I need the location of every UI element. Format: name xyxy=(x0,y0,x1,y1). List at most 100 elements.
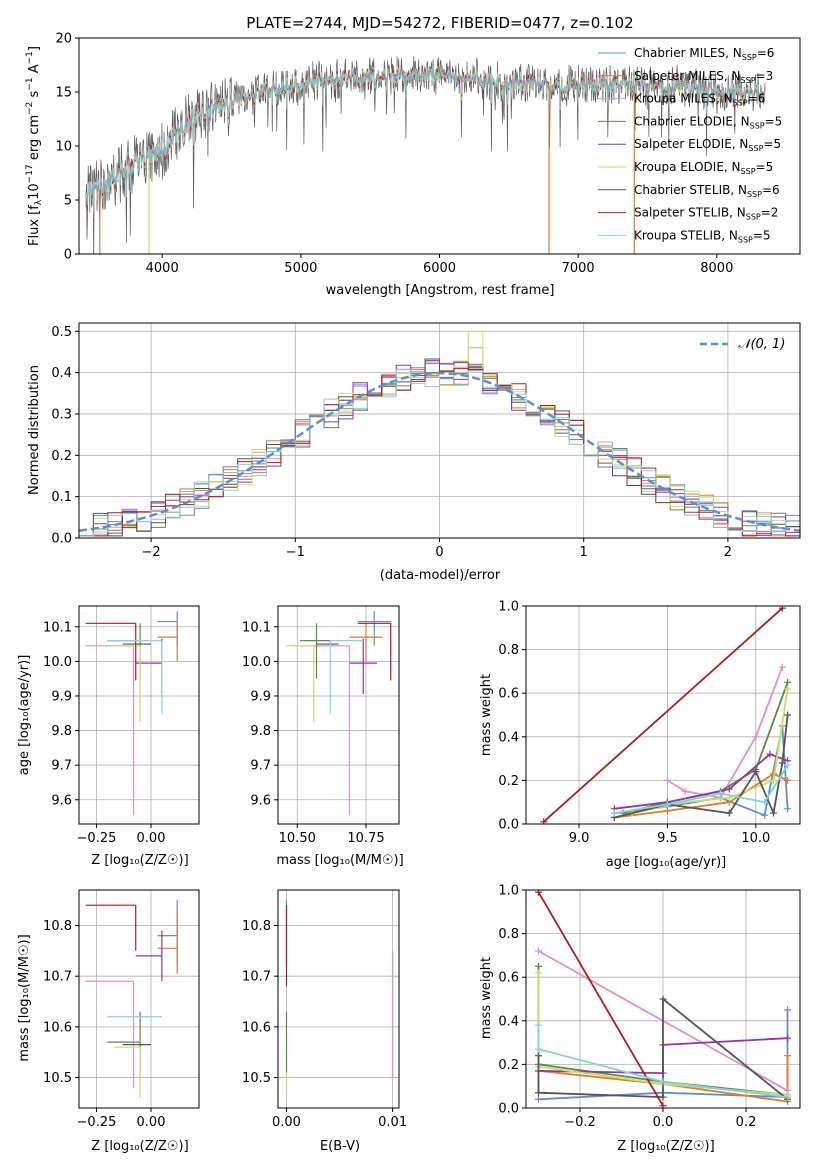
x-tick-label: −0.25 xyxy=(77,1115,117,1130)
spectrum-title: PLATE=2744, MJD=54272, FIBERID=0477, z=0… xyxy=(246,14,633,32)
weight-vs-metallicity-panel: −0.2 0.0 0.2 0.0 0.2 0.4 0.6 0.8 1.0 Z [log₁₀(Z/… xyxy=(479,884,801,1154)
weight-line xyxy=(666,666,784,799)
y-tick-label: 10 xyxy=(55,140,72,155)
histogram-kroupa-stelib xyxy=(79,369,800,537)
x-tick-label: 2 xyxy=(724,545,732,560)
histogram-legend: 𝒩(0, 1) xyxy=(700,337,785,352)
legend-entry: Kroupa ELODIE, NSSP=5 xyxy=(634,160,773,176)
y-tick-label: 0.4 xyxy=(498,730,519,745)
x-tick-label: 10.0 xyxy=(741,831,770,846)
x-tick-label: 0.00 xyxy=(137,1115,166,1130)
y-tick-label: 10.5 xyxy=(43,1071,72,1086)
y-tick-label: 0.0 xyxy=(498,818,519,833)
age-vs-mass-panel: 10.50 10.75 9.6 9.7 9.8 9.9 10.0 10.1 mass [log… xyxy=(242,605,404,868)
y-tick-label: 1.0 xyxy=(498,884,519,899)
age-vs-mass-xlabel: mass [log₁₀(M/M☉)] xyxy=(276,853,403,868)
x-tick-label: 0.00 xyxy=(272,1115,301,1130)
x-tick-label: −0.2 xyxy=(564,1115,596,1130)
mass-vs-ebv-plot: 0.00 0.01 10.5 10.6 10.7 10.8 xyxy=(242,889,407,1130)
y-tick-label: 10.0 xyxy=(242,655,271,670)
x-tick-label: 0.2 xyxy=(736,1115,757,1130)
x-tick-label: 8000 xyxy=(700,261,733,276)
age-ylabel: age [log₁₀(age/yr)] xyxy=(17,655,32,776)
weight-line xyxy=(543,607,783,823)
y-tick-label: 0.0 xyxy=(51,532,72,547)
y-tick-label: 10.6 xyxy=(43,1020,72,1035)
weight-vs-age-ylabel: mass weight xyxy=(479,674,494,756)
spectrum-xlabel: wavelength [Angstrom, rest frame] xyxy=(326,283,555,298)
age-vs-metallicity-panel: −0.25 0.00 9.6 9.7 9.8 9.9 10.0 10.1 Z [log₁₀(Z… xyxy=(17,605,200,868)
mass-ylabel: mass [log₁₀(M/M☉)] xyxy=(17,934,32,1061)
weight-line xyxy=(538,1055,789,1103)
y-tick-label: 0.5 xyxy=(51,325,72,340)
y-tick-label: 10.7 xyxy=(43,970,72,985)
plot-content xyxy=(534,890,792,1108)
y-tick-label: 10.7 xyxy=(242,970,271,985)
histogram-chabrier-stelib xyxy=(79,358,800,537)
y-tick-label: 0.4 xyxy=(51,366,72,381)
x-tick-label: −2 xyxy=(142,545,161,560)
mass-vs-ebv-xlabel: E(B-V) xyxy=(320,1139,360,1154)
age-vs-metallicity-plot: −0.25 0.00 9.6 9.7 9.8 9.9 10.0 10.1 xyxy=(43,605,200,846)
x-tick-label: 7000 xyxy=(562,261,595,276)
x-tick-label: 0.0 xyxy=(653,1115,674,1130)
x-tick-label: 10.50 xyxy=(279,831,316,846)
histogram-salpeter-elodie xyxy=(79,360,800,537)
plot-content xyxy=(85,900,178,1098)
x-tick-label: 4000 xyxy=(146,261,179,276)
y-tick-label: 5 xyxy=(64,194,72,209)
legend-entry: Chabrier STELIB, NSSP=6 xyxy=(634,183,780,199)
y-tick-label: 0.3 xyxy=(51,407,72,422)
weight-vs-metallicity-xlabel: Z [log₁₀(Z/Z☉)] xyxy=(617,1139,714,1154)
axes-frame xyxy=(78,889,200,1109)
plot-content xyxy=(85,611,178,816)
y-tick-label: 0.8 xyxy=(498,643,519,658)
mass-vs-ebv-panel: 0.00 0.01 10.5 10.6 10.7 10.8 E(B-V) xyxy=(242,889,407,1154)
x-tick-label: 0 xyxy=(435,545,443,560)
age-vs-mass-plot: 10.50 10.75 9.6 9.7 9.8 9.9 10.0 10.1 xyxy=(242,605,400,846)
legend-entry: Salpeter MILES, NSSP=3 xyxy=(634,69,773,85)
plot-content xyxy=(540,606,792,824)
y-tick-label: 9.8 xyxy=(51,724,72,739)
weight-line xyxy=(537,891,664,1107)
spectrum-ylabel: Flux [fλ10−17 erg cm−2 s−1 A−1] xyxy=(25,46,44,246)
y-tick-label: 20 xyxy=(55,32,72,47)
plot-content xyxy=(285,900,394,1098)
y-tick-label: 0.6 xyxy=(498,971,519,986)
y-tick-label: 9.9 xyxy=(51,689,72,704)
axes-frame xyxy=(277,605,400,825)
x-tick-label: −0.25 xyxy=(77,831,117,846)
y-tick-label: 10.8 xyxy=(242,919,271,934)
y-tick-label: 10.0 xyxy=(43,655,72,670)
y-tick-label: 0.1 xyxy=(51,490,72,505)
plot-content xyxy=(85,56,766,254)
x-tick-label: 10.75 xyxy=(347,831,384,846)
y-tick-label: 9.7 xyxy=(51,759,72,774)
weight-vs-metallicity-ylabel: mass weight xyxy=(479,957,494,1039)
legend-entry: Kroupa MILES, NSSP=6 xyxy=(634,92,765,108)
gaussian-legend-label: 𝒩(0, 1) xyxy=(738,337,785,352)
mass-vs-metallicity-panel: −0.25 0.00 10.5 10.6 10.7 10.8 Z [log₁₀(Z/Z☉)… xyxy=(17,889,200,1154)
model-spectrum-kroupa-stelib xyxy=(85,66,766,215)
x-tick-label: 5000 xyxy=(284,261,317,276)
y-tick-label: 1.0 xyxy=(498,600,519,615)
legend-entry: Chabrier ELODIE, NSSP=5 xyxy=(634,114,782,130)
y-tick-label: 10.1 xyxy=(43,620,72,635)
y-tick-label: 10.6 xyxy=(242,1020,271,1035)
mass-vs-metallicity-xlabel: Z [log₁₀(Z/Z☉)] xyxy=(91,1139,188,1154)
y-tick-label: 0.2 xyxy=(498,1058,519,1073)
weight-vs-metallicity-plot: −0.2 0.0 0.2 0.0 0.2 0.4 0.6 0.8 1.0 xyxy=(498,884,801,1130)
plot-content xyxy=(286,611,392,816)
spectrum-plot-area: 4000 5000 6000 7000 8000 0 5 10 15 20 xyxy=(55,32,801,276)
spectrum-legend: Chabrier MILES, NSSP=6 Salpeter MILES, NS… xyxy=(598,46,782,244)
y-tick-label: 15 xyxy=(55,86,72,101)
x-tick-label: 1 xyxy=(580,545,588,560)
y-tick-label: 10.8 xyxy=(43,919,72,934)
legend-entry: Chabrier MILES, NSSP=6 xyxy=(634,46,774,62)
y-tick-label: 0.6 xyxy=(498,687,519,702)
legend-entry: Kroupa STELIB, NSSP=5 xyxy=(634,228,771,244)
y-tick-label: 0.4 xyxy=(498,1014,519,1029)
y-tick-label: 9.6 xyxy=(250,793,271,808)
weight-vs-age-panel: 9.0 9.5 10.0 0.0 0.2 0.4 0.6 0.8 1.0 age [log₁₀(… xyxy=(479,600,801,870)
